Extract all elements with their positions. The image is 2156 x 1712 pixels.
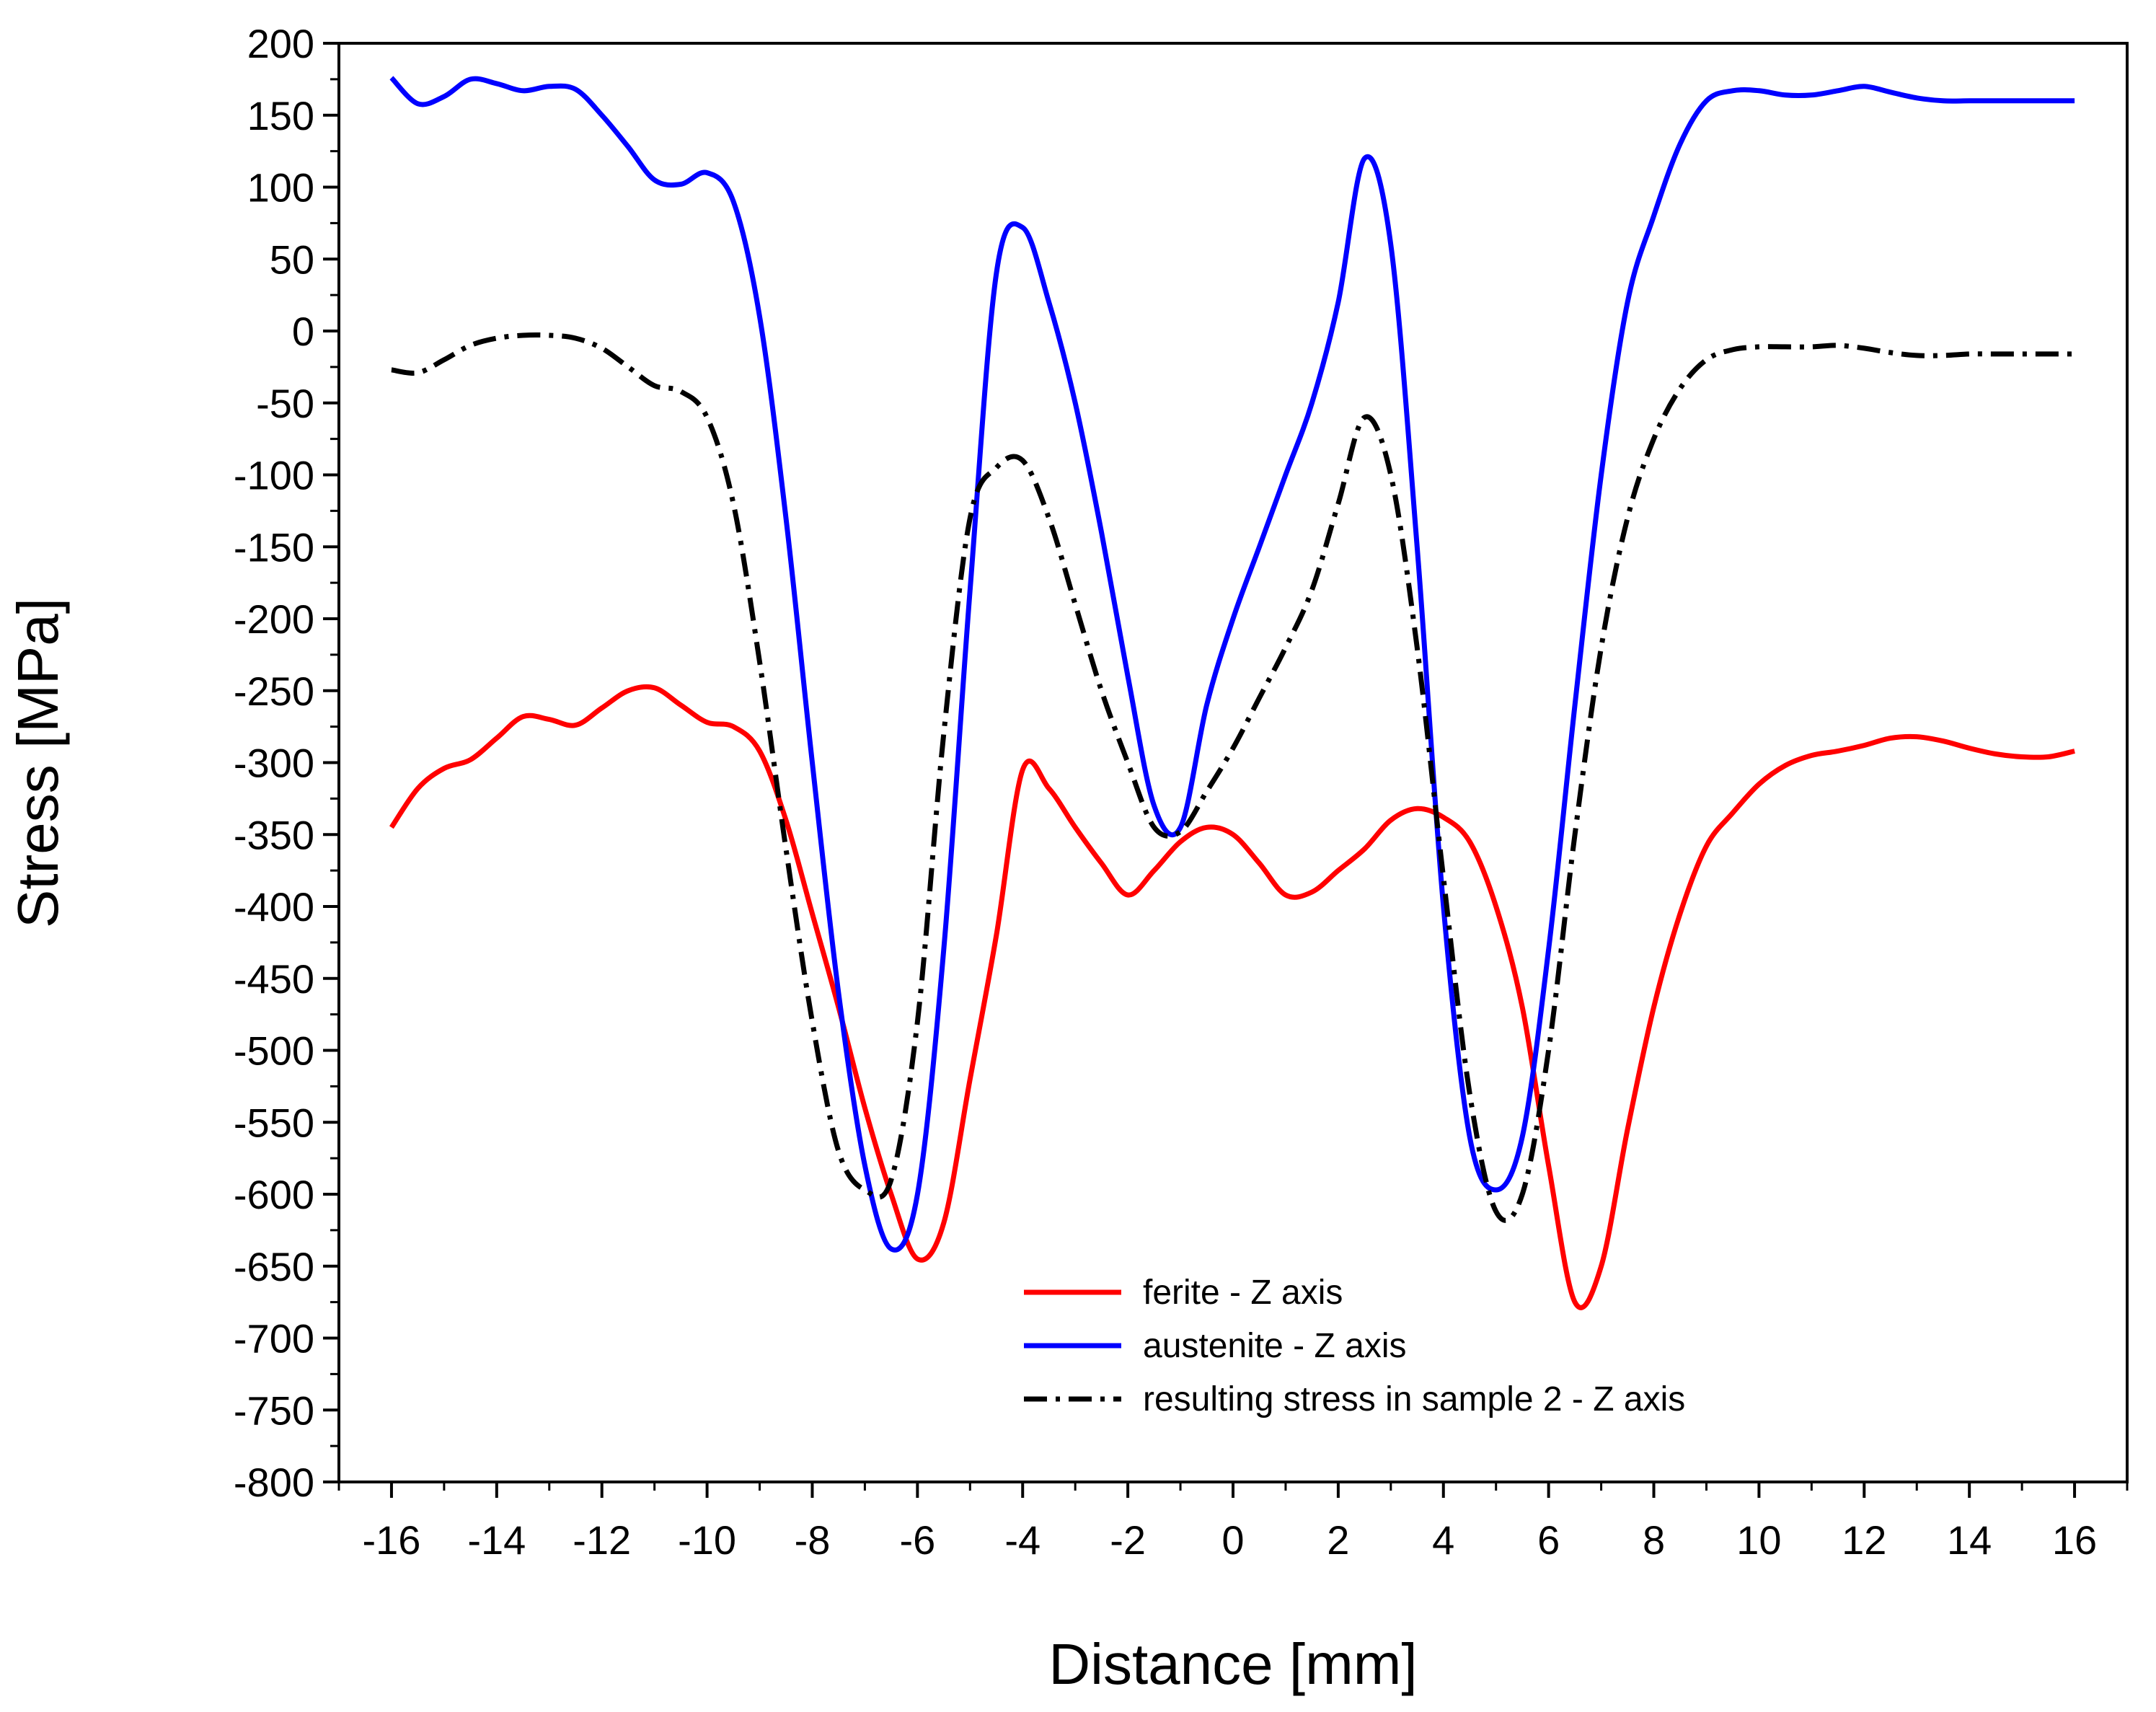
y-axis-ticks: -800-750-700-650-600-550-500-450-400-350… [234, 21, 339, 1505]
x-tick-label: 14 [1947, 1517, 1992, 1563]
y-tick-label: 50 [270, 237, 314, 282]
y-tick-label: 0 [292, 309, 314, 354]
ferite-series-line [389, 684, 2075, 1310]
y-tick-label: 200 [247, 21, 314, 66]
y-tick-label: -350 [234, 812, 314, 857]
austenite-series-line [389, 76, 2075, 1253]
y-tick-label: -300 [234, 741, 314, 786]
y-tick-label: -200 [234, 596, 314, 642]
resulting-stress-series-line [391, 332, 2075, 1223]
y-tick-label: -550 [234, 1100, 314, 1145]
y-tick-label: -750 [234, 1387, 314, 1433]
x-tick-label: 10 [1736, 1517, 1781, 1563]
y-tick-label: -50 [256, 381, 314, 426]
y-tick-label: 100 [247, 165, 314, 211]
x-tick-label: 0 [1221, 1517, 1244, 1563]
x-axis-ticks: -16 -14 -12 -10 -8 -6 -4 -2 0 2 4 6 8 10 12 14 16 [337, 1482, 2129, 1563]
x-tick-label: -2 [1110, 1517, 1146, 1563]
x-tick-label: 2 [1327, 1517, 1349, 1563]
series-lines [389, 76, 2075, 1310]
legend-label-resulting: resulting stress in sample 2 - Z axis [1143, 1380, 1685, 1418]
y-tick-label: -250 [234, 669, 314, 714]
y-tick-label: -700 [234, 1316, 314, 1362]
y-tick-label: -500 [234, 1028, 314, 1074]
x-tick-label: -12 [573, 1517, 631, 1563]
x-tick-label: 6 [1537, 1517, 1560, 1563]
legend: ferite - Z axis austenite - Z axis resul… [1024, 1274, 1685, 1418]
x-tick-label: -4 [1004, 1517, 1041, 1563]
x-axis-title: Distance [mm] [1048, 1632, 1417, 1696]
y-axis-title: Stress [MPa] [6, 598, 70, 928]
x-tick-label: -8 [795, 1517, 831, 1563]
plot-area-frame [337, 42, 2129, 1483]
y-tick-label: -100 [234, 453, 314, 498]
x-tick-label: -10 [678, 1517, 736, 1563]
x-tick-label: -14 [467, 1517, 526, 1563]
legend-label-austenite: austenite - Z axis [1143, 1327, 1406, 1365]
y-tick-label: -800 [234, 1460, 314, 1505]
legend-label-ferite: ferite - Z axis [1143, 1274, 1343, 1312]
y-tick-label: -150 [234, 524, 314, 570]
y-tick-label: -450 [234, 956, 314, 1002]
x-tick-label: 4 [1432, 1517, 1454, 1563]
x-tick-label: 16 [2052, 1517, 2097, 1563]
x-tick-label: -16 [362, 1517, 420, 1563]
y-tick-label: -600 [234, 1172, 314, 1217]
x-tick-label: -6 [899, 1517, 935, 1563]
x-tick-label: 8 [1643, 1517, 1665, 1563]
y-tick-label: -650 [234, 1244, 314, 1289]
x-tick-label: 12 [1842, 1517, 1886, 1563]
y-tick-label: 150 [247, 93, 314, 138]
y-tick-label: -400 [234, 884, 314, 930]
